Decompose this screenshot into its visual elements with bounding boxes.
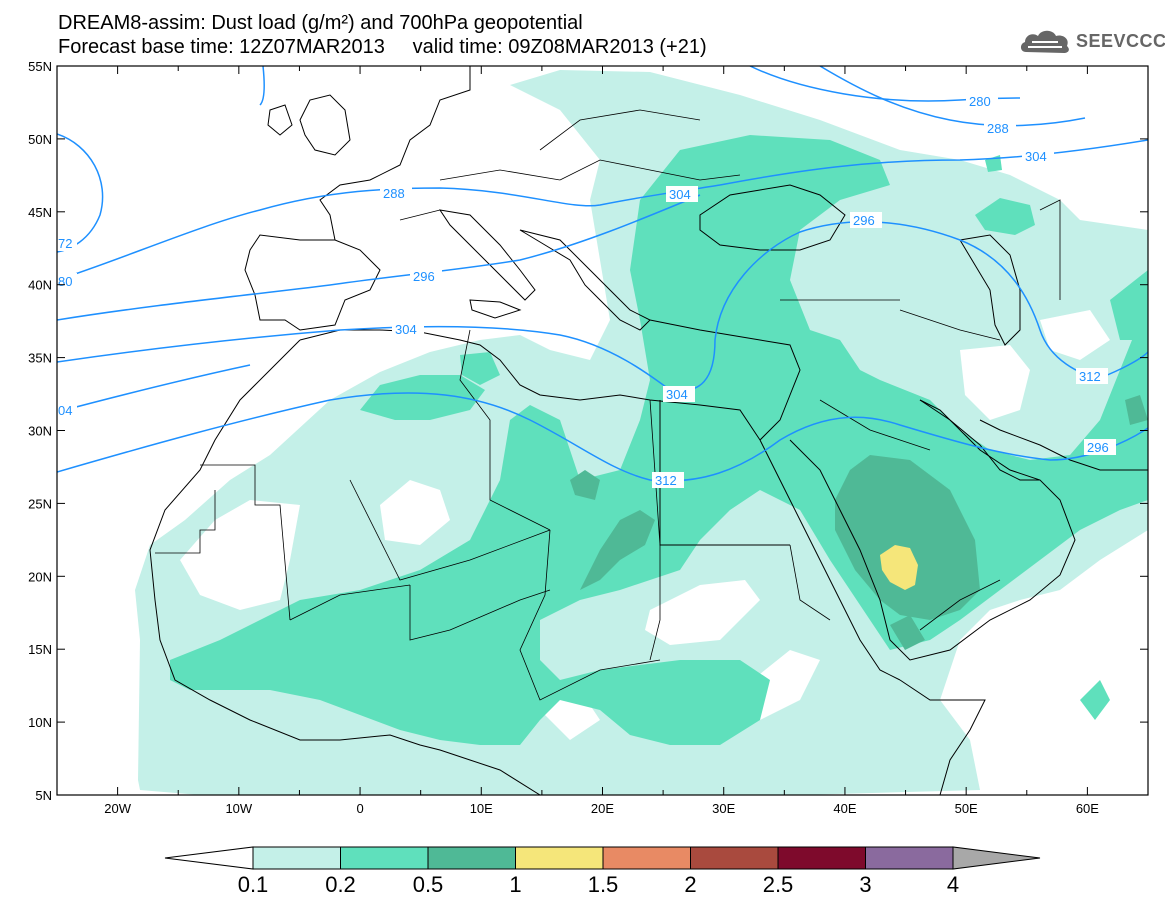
dust-shading [135, 70, 1148, 795]
longitude-labels: 20W 10W 0 10E 20E 30E 40E 50E 60E [104, 801, 1099, 816]
colorbar-swatch [690, 846, 779, 870]
contour-labels: 288 296 304 312 304 304 296 304 280 288 … [57, 93, 1116, 488]
longitude-tick-label: 20E [591, 801, 614, 816]
contour-label: 312 [1079, 369, 1101, 384]
latitude-tick-label: 5N [35, 788, 52, 803]
latitude-tick-label: 50N [28, 132, 52, 147]
contour-label: 304 [669, 187, 691, 202]
longitude-tick-label: 10W [225, 801, 252, 816]
longitude-tick-label: 20W [104, 801, 131, 816]
contour-label: 288 [383, 186, 405, 201]
contour-label: 304 [395, 322, 417, 337]
contour-label: 312 [655, 473, 677, 488]
colorbar-label: 2.5 [762, 872, 794, 897]
longitude-tick-label: 30E [712, 801, 735, 816]
colorbar-label: 3 [859, 872, 872, 897]
colorbar-label: 0.2 [325, 872, 356, 897]
cloud-icon [1020, 30, 1069, 53]
contour-label: 296 [413, 269, 435, 284]
contour-label: 04 [58, 403, 72, 418]
dust-free-areas [180, 310, 1110, 740]
longitude-tick-label: 0 [356, 801, 363, 816]
colorbar-swatch [340, 846, 429, 870]
latitude-tick-label: 45N [28, 205, 52, 220]
colorbar-swatch [602, 846, 691, 870]
contour-label: 280 [969, 94, 991, 109]
colorbar-swatch [777, 846, 866, 870]
colorbar-over-arrow [952, 846, 1041, 870]
longitude-tick-label: 10E [470, 801, 493, 816]
geopotential-contours [57, 66, 1148, 482]
longitude-tick-label: 40E [833, 801, 856, 816]
colorbar-swatch [515, 846, 604, 870]
longitude-tick-label: 60E [1076, 801, 1099, 816]
colorbar-label: 1.5 [587, 872, 619, 897]
latitude-tick-label: 35N [28, 351, 52, 366]
colorbar-swatch [252, 846, 341, 870]
latitude-tick-label: 10N [28, 715, 52, 730]
logo-text: SEEVCCC [1076, 30, 1165, 51]
latitude-tick-label: 15N [28, 642, 52, 657]
latitude-tick-label: 55N [28, 59, 52, 74]
latitude-tick-label: 20N [28, 569, 52, 584]
contour-label: 288 [987, 121, 1009, 136]
colorbar-label: 1 [509, 872, 522, 897]
axis-ticks [56, 65, 1149, 796]
contour-label: 296 [853, 213, 875, 228]
latitude-tick-label: 25N [28, 496, 52, 511]
contour-label: 80 [58, 274, 72, 289]
map-title-line1: DREAM8-assim: Dust load (g/m²) and 700hP… [58, 12, 583, 34]
latitude-tick-label: 30N [28, 424, 52, 439]
country-borders [155, 109, 1061, 701]
latitude-tick-label: 40N [28, 278, 52, 293]
latitude-labels: 55N 50N 45N 40N 35N 30N 25N 20N 15N 10N 5N [28, 59, 52, 803]
colorbar-swatch [427, 846, 516, 870]
colorbar-label: 2 [684, 872, 697, 897]
colorbar [164, 846, 1041, 870]
dust-high-field [880, 545, 918, 590]
map-title-line2: Forecast base time: 12Z07MAR2013 valid t… [58, 36, 707, 58]
colorbar-label: 0.5 [412, 872, 444, 897]
colorbar-under-arrow [164, 846, 254, 870]
colorbar-swatch [865, 846, 954, 870]
longitude-tick-label: 50E [955, 801, 978, 816]
contour-label: 304 [666, 387, 688, 402]
contour-label: 304 [1025, 149, 1047, 164]
colorbar-label: 0.1 [237, 872, 269, 897]
seevccc-logo: SEEVCCC [1018, 26, 1165, 56]
contour-label: 296 [1087, 440, 1109, 455]
colorbar-label: 4 [946, 872, 960, 897]
contour-label: 72 [58, 236, 72, 251]
